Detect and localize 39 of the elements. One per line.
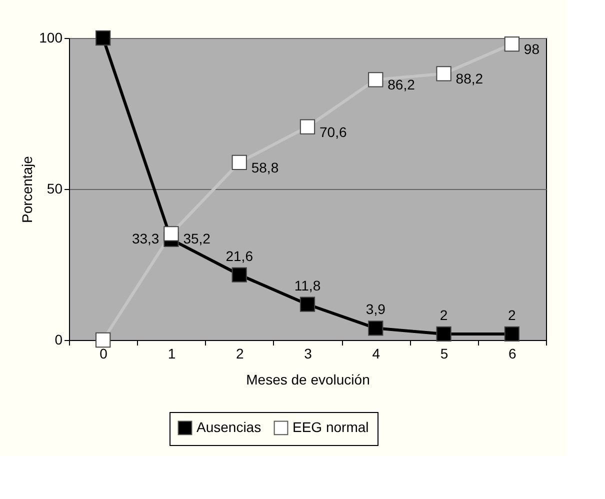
point [504, 326, 520, 342]
legend-label: EEG normal [292, 418, 369, 435]
y-axis-title: Porcentaje [19, 156, 36, 223]
point [96, 332, 111, 348]
point [368, 320, 384, 336]
point [232, 267, 247, 282]
legend-label: Ausencias [196, 418, 262, 435]
data-label: 98 [524, 41, 540, 58]
data-label: 3,9 [366, 301, 386, 318]
data-label: 11,8 [294, 277, 321, 294]
x-tick-label: 2 [236, 346, 244, 362]
point [300, 296, 316, 312]
x-axis-title: Meses de evolución [246, 372, 370, 388]
y-tick-label: 50 [46, 180, 63, 196]
point [504, 36, 520, 52]
data-label: 58,8 [251, 159, 279, 176]
point [300, 119, 316, 134]
y-tick-label: 0 [54, 332, 63, 348]
data-label: 88,2 [456, 70, 484, 87]
data-label: 2 [440, 306, 448, 323]
x-tick-label: 0 [100, 346, 108, 362]
point [436, 66, 452, 82]
x-tick-label: 5 [440, 346, 448, 362]
x-tick-label: 6 [508, 346, 517, 362]
y-tick-label: 100 [39, 30, 63, 46]
point [164, 226, 179, 242]
point [368, 72, 384, 88]
data-label: 70,6 [320, 124, 347, 140]
data-label: 86,2 [388, 76, 416, 93]
x-tick-label: 3 [304, 346, 312, 362]
data-label: 33,3 [132, 230, 160, 246]
data-label: 21,6 [226, 248, 254, 264]
x-tick-label: 1 [168, 346, 176, 362]
x-tick-label: 4 [372, 346, 380, 362]
data-label: 35,2 [183, 230, 211, 247]
point [436, 326, 452, 342]
point [96, 30, 111, 46]
point [232, 154, 247, 170]
data-label: 2 [508, 306, 516, 323]
